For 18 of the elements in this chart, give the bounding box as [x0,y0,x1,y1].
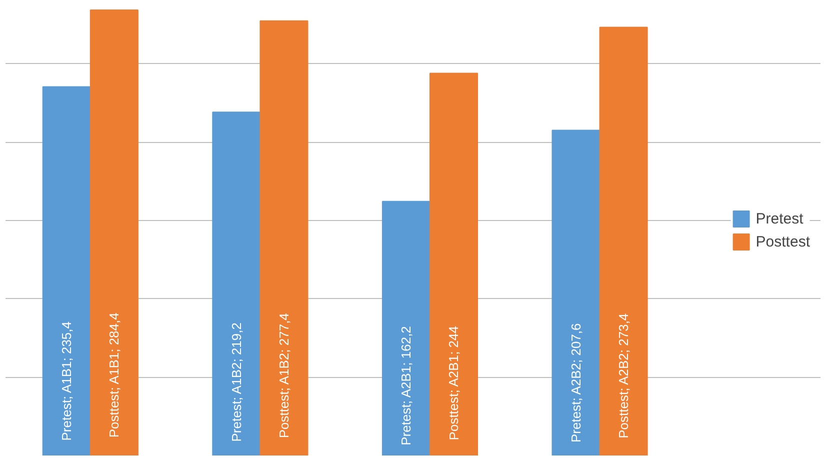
data-label: Pretest; A1B2; 219,2 [228,322,244,442]
bar [42,86,91,456]
data-label: Pretest; A2B1; 162,2 [398,326,414,446]
bar [260,20,308,456]
legend-label: Posttest [756,233,810,250]
bar [599,26,648,456]
bar [552,130,600,456]
data-label: Posttest; A2B1; 244 [446,326,462,440]
bar [90,9,138,456]
bar [429,72,478,456]
data-label: Posttest; A2B2; 273,4 [616,313,632,438]
data-label: Pretest; A2B2; 207,6 [568,323,584,442]
bar [212,112,261,456]
data-label: Posttest; A1B2; 277,4 [276,313,292,438]
legend-label: Pretest [756,210,804,227]
data-label: Posttest; A1B1; 284,4 [106,312,122,438]
data-label: Pretest; A1B1; 235,4 [59,322,74,441]
bar [382,200,430,456]
